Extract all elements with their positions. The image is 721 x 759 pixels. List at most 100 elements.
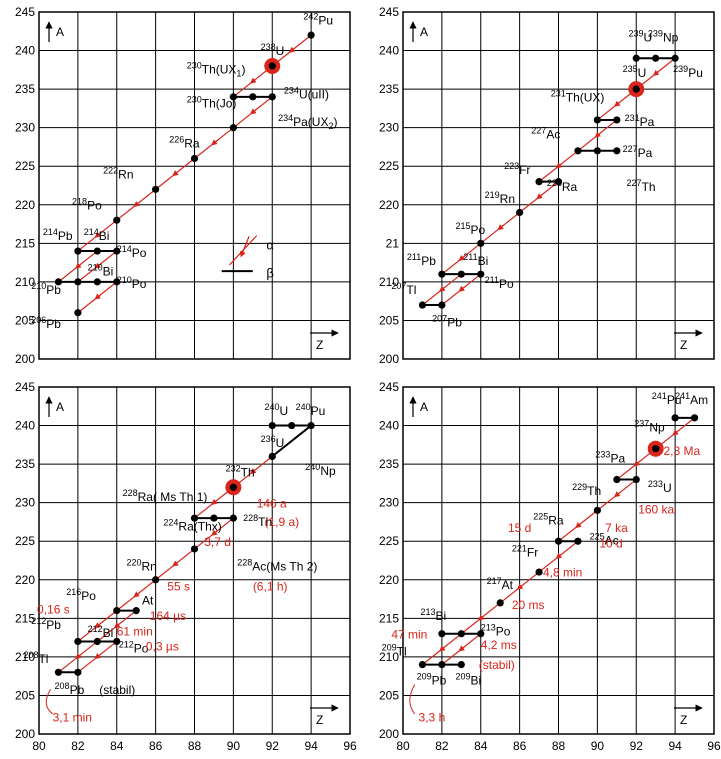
nuclide-label: 224Ra(Thx) [163,517,221,533]
nuclide-label: 208Pb [55,681,85,697]
x-tick-label: 94 [668,739,682,753]
nuclide-label: 231Pa [625,113,655,129]
alpha-decay-arrowhead [211,139,218,146]
nuclide-label: 228Th [243,513,272,529]
nuclide-node [74,278,82,286]
y-tick-label: 215 [379,611,399,625]
y-tick-label: 240 [379,419,399,433]
nuclide-label: 239Np [648,28,679,44]
nuclide-label: 214Pb [43,227,73,243]
nuclide-node [574,147,582,155]
nuclide-node [268,421,276,430]
y-tick-label: 245 [15,380,35,394]
nuclide-label: 231Th(UX) [551,88,605,104]
nuclide-node [152,576,160,584]
nuclide-label: 211Bi [463,252,488,268]
y-tick-label: 245 [379,5,399,19]
nuclide-label: 237Np [634,419,665,435]
half-life-label: 0,3 µs [146,640,179,654]
nuclide-node [152,185,160,193]
x-tick-label: 82 [71,739,85,753]
nuclide-label: 238U [261,42,285,58]
alpha-decay-arrowhead [458,254,465,262]
x-tick-label: 90 [227,739,241,753]
nuclide-label: 212Bi [88,624,114,640]
alpha-decay-arrowhead [555,552,563,559]
nuclide-node [74,668,82,676]
y-tick-label: 225 [15,534,35,548]
half-life-label: 47 min [391,627,427,641]
nuclide-label: 234Pa(UX2) [278,113,337,131]
alpha-decay-arrowhead [94,622,101,629]
nuclide-label: 225Ra [533,511,564,527]
nuclide-label: 213Po [481,622,511,638]
nuclide-label: 209Tl [382,642,407,658]
nuclide-label: (stabil) [99,683,135,697]
half-life-label: 55 s [167,580,190,594]
nuclide-node [54,668,63,676]
plot-frame [38,11,351,360]
nuclide-node [535,178,543,186]
nuclide-node [190,154,199,163]
alpha-decay-arrowhead [594,131,602,138]
nuclide-node [93,247,101,255]
nuclide-label: 241Pu [652,391,682,407]
nuclide-label: 226Ra [169,135,200,151]
y-tick-label: 240 [379,44,399,58]
half-life-label: 20 ms [512,598,545,612]
alpha-decay-arrowhead [438,645,446,652]
nuclide-node [477,630,485,638]
alpha-decay-arrowhead [94,231,101,238]
x-tick-label: 80 [32,739,46,753]
nuclide-label: 209Pb [417,672,447,688]
half-life-label: 3,3 h [419,711,446,725]
y-tick-label: 220 [379,573,399,587]
x-tick-label: 84 [474,739,488,753]
panel-c: 200 205 210 215 220 225 230 235 240 245 80 82 84 86 88… [15,380,357,753]
y-tick-label: 235 [379,82,399,96]
nuclide-label: 215Po [455,221,485,237]
nuclide-label: 213Bi [420,607,446,623]
nuclide-label: 240U [264,402,288,418]
nuclide-label: 209Bi [455,672,481,688]
alpha-decay-arrowhead [249,468,257,475]
y-tick-label: 230 [379,496,399,510]
z-axis-label: Z [680,338,687,352]
alpha-decay-arrowhead [133,200,140,208]
half-life-label: 164 µs [150,609,186,623]
nuclide-node [249,93,257,101]
y-tick-label: 230 [15,496,35,510]
nuclide-label: 228Ac(Ms Th 2) [237,558,317,574]
alpha-decay-arrowhead [536,193,543,200]
nuclide-node [132,607,140,615]
nuclide-node [652,54,660,62]
y-tick-label: 205 [379,313,399,327]
nuclide-node [74,309,82,317]
half-life-label: (6,1 h) [253,580,288,594]
legend-alpha-arrowhead [240,236,250,258]
y-tick-label: 235 [15,457,35,471]
a-axis-label: A [420,25,428,39]
nuclide-label: 211Po [485,275,514,291]
y-tick-label: 220 [15,573,35,587]
y-tick-label: 220 [15,198,35,212]
nuclide-node [593,116,601,124]
nuclide-label: 212Pb [31,616,61,632]
nuclide-node [438,661,446,669]
x-tick-label: 86 [149,739,163,753]
nuclide-label: 233U [648,479,672,495]
nuclide-node [307,31,315,39]
alpha-decay-arrowhead [249,77,257,84]
alpha-decay-arrowhead [74,653,82,660]
y-tick-label: 215 [15,236,35,250]
nuclide-node [613,116,621,124]
nuclide-node [574,537,582,545]
nuclide-label: 223Fr [504,161,530,177]
y-tick-label: 235 [15,82,35,96]
nuclide-label: 214Po [117,244,147,260]
half-life-label: 61 min [117,624,153,638]
nuclide-node [113,216,121,224]
nuclide-node [632,475,640,484]
nuclide-label: 207Tl [391,281,416,297]
half-life-label: 3,7 d [204,535,231,549]
